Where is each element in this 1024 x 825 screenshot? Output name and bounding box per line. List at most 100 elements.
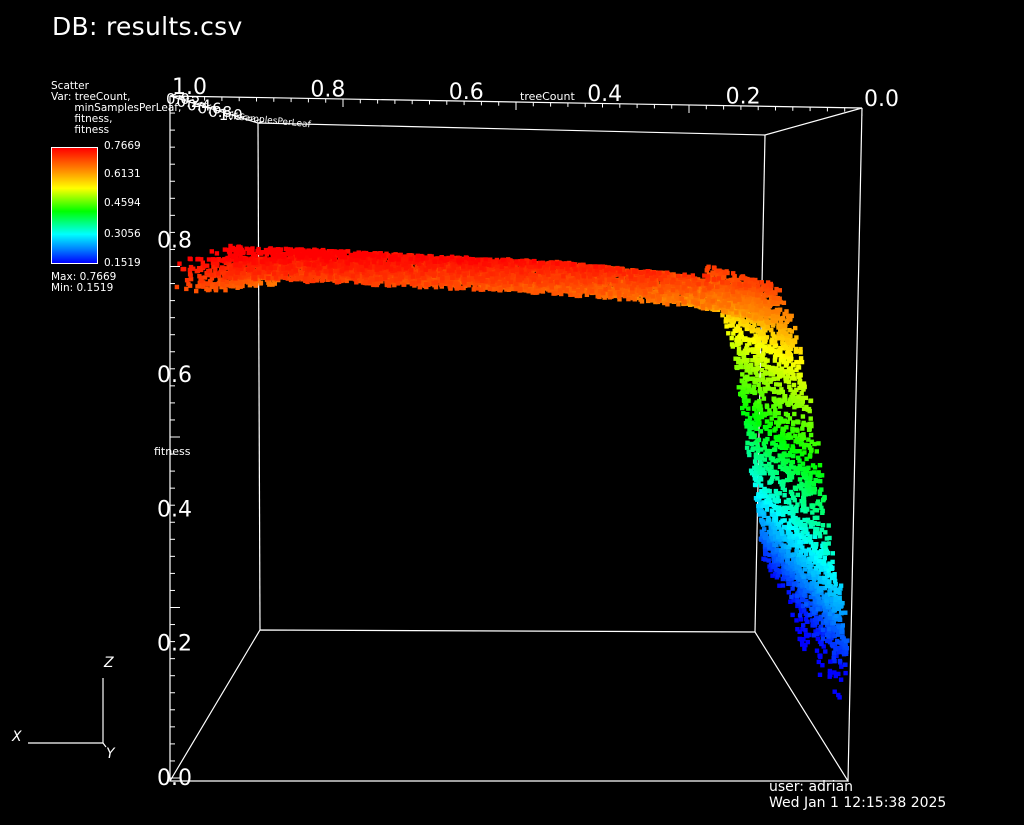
scatter-point [658,292,664,297]
scatter-point [795,543,800,548]
scatter-point [594,275,599,281]
scatter-point [757,420,762,426]
scatter-point [741,357,747,363]
scatter-point [753,482,758,488]
scatter-point [782,493,787,498]
scatter-point [750,337,755,342]
scatter-point [616,277,621,283]
scatter-point [411,255,417,260]
scatter-point [755,365,760,371]
scatter-point [248,274,253,279]
scatter-point [770,521,775,527]
scatter-point [744,346,749,351]
scatter-point [717,268,722,273]
scatter-point [779,542,784,547]
scatter-point [747,341,752,346]
scatter-point [799,638,805,643]
scatter-point [782,548,788,553]
scatter-point [257,262,263,267]
scatter-point [777,505,782,510]
scatter-point [772,412,778,417]
scatter-point [775,476,780,481]
scatter-point [219,284,224,290]
scatter-point [299,257,304,263]
scatter-point [745,418,750,424]
scatter-point [298,250,303,255]
scatter-point [791,561,796,567]
scatter-point [781,438,786,444]
scatter-point [752,446,757,451]
scatter-point [767,449,773,454]
scatter-point [736,360,741,365]
scatter-point [747,376,752,381]
scatter-point [767,423,772,429]
scatter-point [243,266,248,271]
scatter-point [791,598,796,603]
scatter-point [787,473,792,479]
scatter-point [764,426,769,431]
scatter-point [749,325,754,330]
scatter-point [760,522,766,527]
scatter-point [388,263,393,268]
scatter-point [764,419,770,424]
scatter-point [792,543,797,548]
scatter-point [759,455,764,461]
scatter-point [763,489,768,495]
scatter-point [272,281,277,286]
scatter-point [777,552,783,558]
scatter-point [794,562,799,567]
scatter-point [743,421,749,426]
scatter-point [773,402,779,407]
scatter-point [787,531,792,536]
scatter-point [554,270,559,275]
scatter-point [736,338,741,343]
scatter-point [752,355,758,360]
scatter-point [732,274,737,279]
scatter-point [796,555,802,560]
scatter-point [778,479,783,485]
scatter-point [270,276,275,281]
scatter-point [767,408,772,413]
scatter-point [508,258,513,263]
scatter-point [772,530,778,535]
scatter-point [705,266,710,271]
scatter-point [798,605,803,611]
scatter-point [768,527,773,532]
scatter-point [400,258,405,263]
scatter-point [787,524,793,530]
scatter-point [767,461,772,467]
scatter-point [757,496,762,501]
scatter-point [791,552,796,557]
scatter-point [759,447,764,452]
scatter-point [787,545,792,550]
scatter-point [790,525,796,531]
scatter-point [494,257,500,263]
scatter-point [773,426,778,431]
scatter-point [729,302,734,307]
scatter-point [754,410,759,416]
scatter-point [781,451,786,457]
scatter-point [779,558,784,563]
scatter-point [454,262,460,268]
scatter-point [787,500,792,505]
scatter-point [742,398,747,404]
scatter-point [775,562,781,567]
scatter-point [780,466,785,472]
scatter-point [777,522,782,528]
scatter-point [781,443,786,449]
scatter-point [733,356,738,361]
scatter-point [238,281,243,286]
scatter-point [754,426,759,431]
scatter-point [776,411,781,416]
scatter-point [264,252,269,257]
scatter-point [805,619,810,624]
scatter-point [302,266,308,272]
scatter-point [753,477,759,483]
scatter-point [723,319,728,324]
scatter-point [734,278,739,283]
scatter-point [773,443,779,448]
scatter-point [759,411,764,417]
scatter-point [756,382,761,387]
scatter-point [798,617,804,622]
